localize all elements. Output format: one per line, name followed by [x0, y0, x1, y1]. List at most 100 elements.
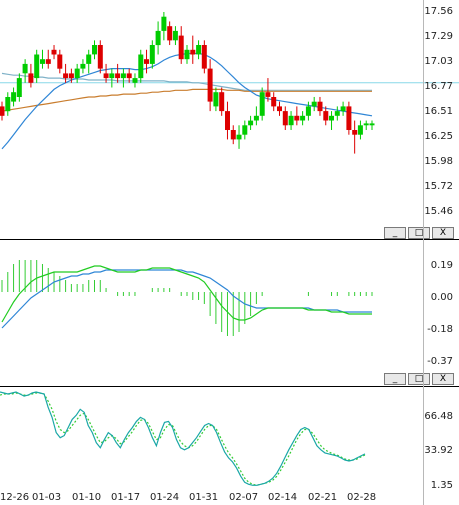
candle-body	[68, 73, 74, 79]
candle-body	[196, 45, 202, 55]
candle-body	[167, 26, 173, 41]
candle-body	[97, 45, 103, 69]
candle-body	[300, 115, 306, 121]
price-tick-label: 17.56	[424, 6, 453, 17]
candle-body	[11, 92, 17, 102]
candle-body	[207, 68, 213, 102]
candle-body	[144, 59, 149, 64]
x-tick-label: 01-03	[32, 492, 62, 503]
close-button[interactable]: X	[432, 373, 454, 385]
candle-body	[161, 16, 167, 31]
candle-body	[357, 125, 363, 135]
candle-body	[109, 73, 115, 79]
x-tick-label: 01-17	[111, 492, 141, 503]
candle-body	[323, 111, 329, 121]
candle-body	[28, 73, 34, 83]
x-tick-label: 02-14	[268, 492, 298, 503]
candle-body	[63, 73, 69, 79]
macd-tick-label: -0.37	[427, 356, 453, 367]
candle-body	[340, 106, 346, 112]
candle-body	[86, 54, 92, 64]
candle-body	[126, 73, 132, 79]
close-button[interactable]: X	[432, 227, 454, 239]
x-tick-label: 01-10	[72, 492, 102, 503]
x-tick-label: 12-26	[0, 492, 30, 503]
candle-body	[253, 115, 259, 121]
candle-body	[149, 45, 155, 64]
macd-tick-label: -0.18	[427, 324, 453, 335]
candle-body	[16, 78, 22, 97]
price-chart	[0, 12, 459, 154]
candle-body	[311, 101, 317, 107]
candle-body	[172, 30, 178, 41]
macd-panel-window-buttons: _ □ X	[384, 373, 459, 385]
price-tick-label: 15.72	[424, 181, 453, 192]
osc-tick-label: 1.35	[430, 480, 453, 491]
candle-body	[282, 111, 288, 126]
price-tick-label: 16.25	[424, 131, 453, 142]
candle-body	[288, 115, 294, 126]
candle-body	[40, 59, 45, 64]
candle-body	[45, 59, 51, 64]
candle-body	[92, 45, 97, 55]
candle-body	[120, 73, 126, 79]
candle-body	[248, 120, 254, 126]
candle-body	[265, 92, 271, 97]
candle-body	[178, 35, 184, 60]
candle-body	[242, 125, 248, 135]
candle-body	[0, 106, 5, 116]
candle-body	[294, 115, 300, 121]
candle-body	[236, 134, 242, 140]
candle-body	[369, 123, 375, 126]
candle-body	[22, 63, 28, 74]
candle-body	[219, 92, 225, 112]
candle-body	[74, 68, 80, 78]
price-tick-label: 17.29	[424, 31, 453, 42]
macd-tick-label: 0.00	[430, 292, 453, 303]
minimize-button[interactable]: _	[384, 373, 406, 385]
candle-body	[363, 123, 369, 126]
candle-body	[115, 73, 121, 79]
candle-body	[34, 54, 40, 79]
candle-body	[103, 73, 109, 79]
candle-body	[201, 45, 207, 69]
candle-body	[132, 78, 138, 83]
macd-chart	[1, 260, 373, 336]
osc-d-line	[0, 392, 366, 486]
oscillator-panel: 66.48 33.92 1.35	[0, 387, 459, 491]
osc-k-line	[0, 391, 366, 486]
price-tick-label: 16.77	[424, 81, 453, 92]
candle-body	[213, 92, 219, 107]
x-tick-label: 02-21	[308, 492, 338, 503]
candle-body	[230, 130, 236, 140]
candle-body	[334, 111, 340, 116]
axis-separator	[423, 0, 424, 505]
macd-panel: 0.19 0.00 -0.18 -0.37	[0, 240, 459, 370]
candle-body	[80, 63, 86, 69]
x-tick-label: 02-07	[229, 492, 259, 503]
candle-body	[346, 106, 352, 130]
price-tick-label: 15.46	[424, 206, 453, 217]
panel-divider	[0, 386, 459, 387]
x-tick-label: 02-28	[347, 492, 377, 503]
restore-button[interactable]: □	[408, 227, 430, 239]
price-panel-window-buttons: _ □ X	[384, 227, 459, 239]
candle-body	[57, 54, 63, 69]
x-tick-label: 01-24	[150, 492, 180, 503]
candle-body	[184, 49, 190, 60]
ma-mid-line	[1, 72, 372, 91]
dea-line	[1, 269, 372, 329]
candle-body	[5, 97, 11, 112]
candle-body	[225, 111, 230, 130]
candle-body	[277, 106, 282, 112]
candle-body	[352, 130, 358, 135]
dif-line	[1, 265, 372, 323]
minimize-button[interactable]: _	[384, 227, 406, 239]
candle-body	[329, 115, 334, 121]
candle-body	[138, 54, 144, 79]
candle-body	[190, 49, 196, 55]
candle-body	[155, 30, 161, 46]
restore-button[interactable]: □	[408, 373, 430, 385]
macd-tick-label: 0.19	[430, 260, 453, 271]
